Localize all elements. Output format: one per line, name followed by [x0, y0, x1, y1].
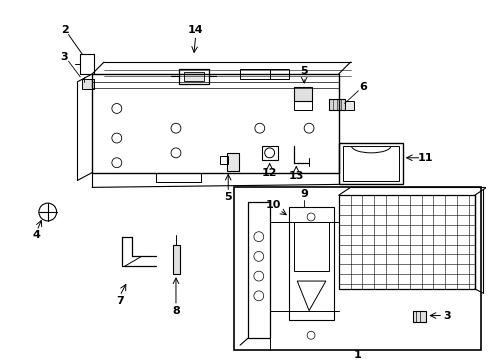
- Text: 3: 3: [443, 311, 450, 320]
- Text: 4: 4: [33, 230, 41, 240]
- Bar: [80, 54, 94, 74]
- Bar: [294, 222, 328, 271]
- Text: 10: 10: [265, 200, 281, 210]
- Bar: [234, 187, 480, 350]
- Text: 8: 8: [172, 306, 180, 316]
- Text: 9: 9: [300, 189, 307, 199]
- Bar: [289, 207, 333, 320]
- Bar: [240, 69, 269, 79]
- Text: 11: 11: [417, 153, 432, 163]
- Text: 12: 12: [262, 167, 277, 177]
- Bar: [344, 100, 354, 111]
- Text: 5: 5: [224, 192, 232, 202]
- Bar: [294, 87, 311, 100]
- Bar: [183, 72, 203, 81]
- Text: 2: 2: [61, 24, 68, 35]
- Bar: [294, 100, 311, 111]
- Bar: [328, 99, 344, 111]
- Text: 14: 14: [187, 24, 203, 35]
- Bar: [338, 195, 474, 289]
- Bar: [82, 79, 94, 89]
- Bar: [261, 146, 277, 160]
- Bar: [227, 153, 239, 171]
- Bar: [338, 143, 402, 184]
- Bar: [342, 146, 398, 181]
- Text: 1: 1: [353, 350, 361, 360]
- Text: 5: 5: [300, 66, 307, 76]
- Text: 13: 13: [288, 171, 304, 180]
- Text: 6: 6: [359, 82, 366, 92]
- Text: 3: 3: [61, 52, 68, 62]
- Bar: [412, 311, 426, 323]
- Bar: [173, 244, 180, 274]
- Bar: [220, 156, 228, 164]
- Bar: [247, 202, 269, 338]
- Bar: [269, 69, 289, 79]
- Text: 7: 7: [116, 296, 123, 306]
